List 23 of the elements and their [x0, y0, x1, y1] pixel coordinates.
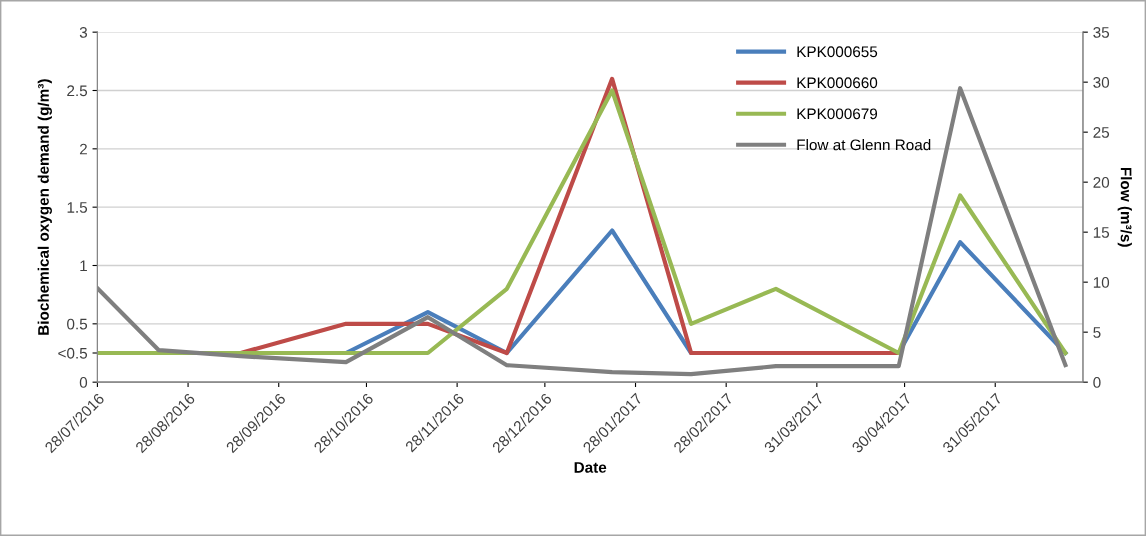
y2-tick-label: 30 [1093, 77, 1110, 88]
legend-label: KPK000679 [797, 108, 878, 120]
y-tick-label: 2.5 [67, 85, 88, 97]
y-axis-title: Biochemical oxygen demand (g/m³) [37, 79, 52, 335]
y-tick-label: 2 [79, 143, 87, 155]
y2-tick-label: 10 [1093, 277, 1110, 288]
y-tick-label: 1 [80, 260, 87, 272]
legend-label: Flow at Glenn Road [797, 139, 931, 151]
legend-label: KPK000660 [797, 77, 878, 89]
y-tick-label: 1.5 [67, 202, 88, 213]
y-tick-label: <0.5 [58, 347, 88, 359]
legend-label: KPK000655 [797, 46, 878, 58]
y2-tick-label: 20 [1093, 177, 1110, 188]
y2-tick-label: 25 [1093, 127, 1110, 138]
y2-tick-label: 5 [1093, 327, 1101, 338]
x-axis-title: Date [574, 462, 607, 473]
y-tick-label: 0.5 [67, 318, 88, 330]
y-tick-label: 0 [79, 377, 88, 388]
y-tick-label: 3 [79, 27, 88, 38]
y2-axis-title: Flow (m³/s) [1117, 167, 1132, 247]
y2-tick-label: 15 [1093, 227, 1110, 238]
y2-tick-label: 35 [1093, 27, 1110, 38]
y2-tick-label: 0 [1093, 377, 1101, 388]
